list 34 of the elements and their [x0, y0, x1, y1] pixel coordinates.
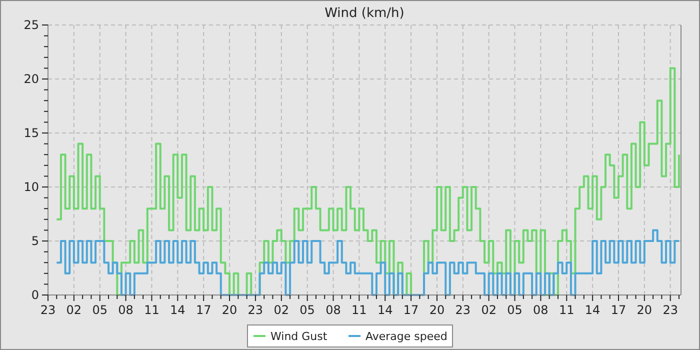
x-tick-label: 17: [196, 303, 212, 317]
x-tick-label: 08: [118, 303, 134, 317]
x-tick-label: 11: [144, 303, 160, 317]
x-tick-label: 20: [222, 303, 238, 317]
x-tick-label: 08: [326, 303, 341, 317]
y-tick-label: 25: [24, 18, 39, 32]
x-tick-label: 05: [300, 303, 315, 317]
x-tick-label: 17: [610, 303, 626, 317]
chart-title: Wind (km/h): [324, 6, 404, 21]
x-tick-label: 14: [584, 303, 600, 317]
x-tick-label: 02: [66, 303, 82, 317]
y-tick-label: 10: [24, 180, 39, 194]
x-tick-label: 23: [455, 303, 471, 317]
x-tick-label: 02: [481, 303, 496, 317]
x-tick-label: 14: [377, 303, 393, 317]
x-tick-label: 02: [274, 303, 290, 317]
legend-label: Average speed: [366, 330, 448, 343]
x-tick-label: 11: [352, 303, 367, 317]
y-tick-label: 0: [31, 288, 39, 302]
x-tick-label: 11: [558, 303, 574, 317]
x-tick-label: 05: [507, 303, 522, 317]
y-tick-label: 20: [24, 72, 39, 86]
x-tick-label: 20: [636, 303, 652, 317]
x-tick-label: 17: [403, 303, 419, 317]
y-tick-label: 15: [24, 126, 39, 140]
x-tick-label: 20: [429, 303, 445, 317]
legend-label: Wind Gust: [270, 330, 328, 343]
x-tick-label: 08: [533, 303, 548, 317]
x-tick-label: 23: [40, 303, 56, 317]
x-tick-label: 05: [92, 303, 108, 317]
x-tick-label: 23: [248, 303, 264, 317]
y-tick-label: 5: [31, 234, 39, 248]
x-tick-label: 23: [662, 303, 678, 317]
x-tick-label: 14: [170, 303, 186, 317]
